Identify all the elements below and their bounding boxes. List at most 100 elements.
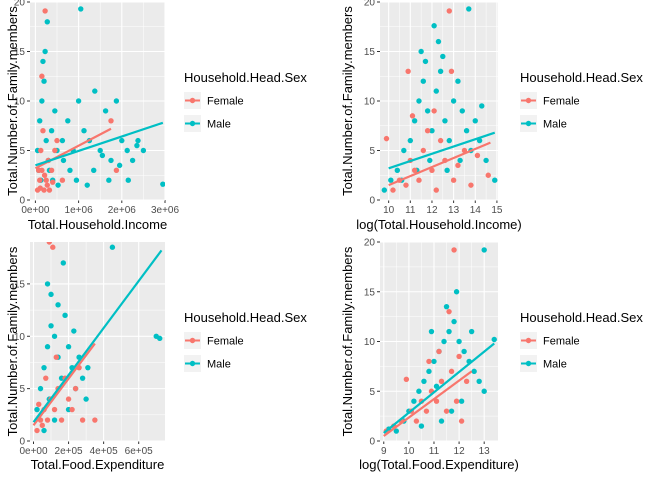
data-point-male	[431, 358, 437, 365]
data-point-male	[438, 418, 445, 424]
data-point-female	[431, 108, 437, 114]
data-point-male	[421, 378, 427, 384]
y-tick-label: 20	[364, 238, 376, 249]
data-point-male	[113, 98, 120, 104]
data-point-male	[99, 152, 106, 159]
data-point-male	[435, 38, 442, 45]
x-tick-label: 15	[491, 205, 503, 216]
data-point-female	[433, 187, 439, 193]
legend-title: Household.Head.Sex	[184, 310, 307, 325]
data-point-female	[424, 128, 431, 134]
data-point-male	[60, 157, 67, 164]
data-point-male	[62, 312, 68, 319]
legend-title: Household.Head.Sex	[184, 70, 307, 85]
y-tick-label: 0	[19, 437, 25, 448]
data-point-female	[436, 348, 442, 355]
x-tick-label: 13	[448, 205, 460, 216]
data-point-male	[453, 289, 460, 295]
data-point-female	[38, 147, 44, 154]
data-point-male	[451, 318, 457, 325]
data-point-female	[437, 137, 444, 144]
y-tick-label: 5	[369, 146, 375, 157]
legend-label-male: Male	[207, 119, 231, 131]
data-point-female	[72, 385, 79, 392]
data-point-female	[443, 408, 450, 414]
data-point-female	[44, 182, 50, 188]
fit-line-female	[32, 342, 96, 426]
legend-label-male: Male	[543, 359, 567, 371]
fit-line-male	[388, 131, 496, 170]
data-point-male	[381, 187, 388, 193]
x-tick-label: 0e+00	[19, 446, 48, 457]
y-tick-label: 0	[19, 196, 25, 207]
data-point-male	[491, 336, 497, 343]
data-point-female	[416, 177, 422, 183]
data-point-male	[440, 53, 446, 60]
data-point-male	[135, 137, 141, 144]
legend-label-male: Male	[207, 359, 231, 371]
x-tick-label: 12	[454, 446, 466, 457]
data-point-female	[108, 118, 114, 124]
x-tick-label: 9	[381, 446, 387, 457]
data-point-female	[65, 396, 72, 402]
data-point-female	[433, 398, 440, 404]
data-point-male	[41, 364, 47, 371]
data-point-female	[429, 167, 435, 173]
data-point-female	[41, 172, 48, 178]
y-tick-label: 15	[364, 47, 376, 58]
data-point-male	[418, 423, 425, 429]
data-point-male	[41, 78, 47, 84]
data-point-male	[431, 23, 437, 29]
data-point-female	[51, 406, 58, 413]
legend-key-point	[525, 337, 532, 344]
data-point-male	[125, 177, 131, 183]
data-point-female	[35, 167, 42, 173]
data-point-female	[451, 247, 457, 253]
legend-key-point	[189, 360, 196, 367]
data-point-female	[69, 406, 75, 413]
data-point-female	[413, 418, 420, 424]
data-point-female	[36, 401, 42, 408]
x-tick-label: 0e+00	[21, 205, 50, 216]
data-layer	[34, 6, 165, 193]
data-point-female	[463, 378, 470, 384]
data-point-male	[109, 244, 116, 250]
data-point-female	[446, 8, 452, 14]
data-point-female	[485, 172, 491, 178]
chart-panel-1: 0e+00 1e+06 2e+06 3e+06 0 5 10 15 20 Total.Househ…	[5, 0, 307, 232]
y-tick-label: 10	[14, 97, 26, 108]
data-point-male	[424, 108, 431, 114]
data-point-female	[448, 368, 455, 375]
x-tick-label: 13	[479, 446, 491, 457]
y-tick-label: 15	[14, 279, 26, 290]
data-point-male	[42, 48, 48, 55]
data-point-female	[446, 308, 452, 315]
x-tick-label: 10	[383, 205, 395, 216]
data-point-male	[433, 88, 439, 94]
data-point-female	[92, 417, 98, 423]
x-tick-label: 2e+06	[108, 205, 137, 216]
data-point-female	[40, 128, 46, 134]
data-layer	[32, 242, 163, 434]
data-point-female	[43, 177, 49, 183]
data-point-male	[78, 6, 84, 12]
x-tick-label: 4e+05	[90, 446, 119, 457]
data-point-male	[51, 333, 58, 339]
data-point-female	[403, 376, 410, 383]
data-point-male	[84, 182, 90, 188]
data-point-female	[46, 242, 52, 245]
data-point-male	[37, 385, 44, 392]
chart-panel-3: 0e+00 2e+05 4e+05 6e+05 0 5 10 15 Total.Food.Exp…	[5, 242, 307, 472]
chart-panel-4: 9 10 11 12 13 0 5 10 15 20 log(Total.Food.Expendit…	[340, 238, 643, 473]
data-point-female	[79, 417, 86, 423]
y-tick-label: 5	[19, 146, 25, 157]
data-point-male	[116, 162, 123, 169]
data-point-male	[458, 398, 465, 404]
data-point-female	[52, 147, 58, 154]
x-tick-label: 11	[405, 205, 416, 216]
data-point-female	[458, 418, 465, 424]
data-point-male	[468, 328, 475, 335]
legend-title: Household.Head.Sex	[520, 310, 643, 325]
data-point-male	[108, 157, 114, 164]
y-tick-label: 5	[369, 387, 375, 398]
